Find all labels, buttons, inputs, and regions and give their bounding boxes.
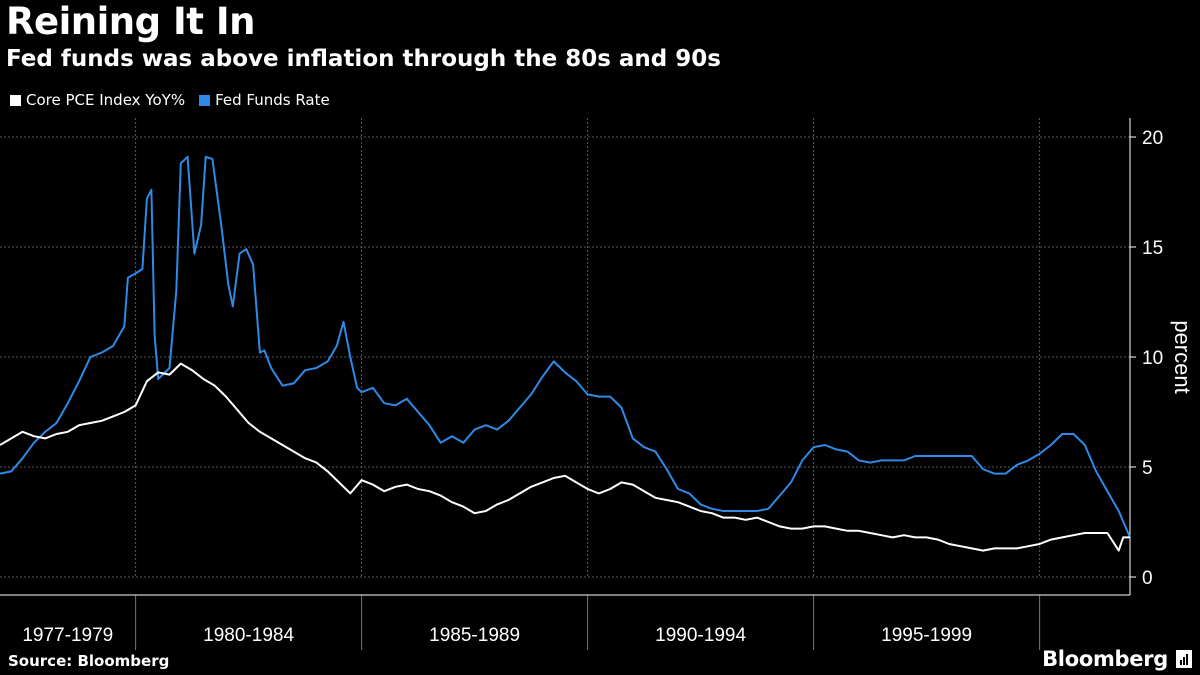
chart-title: Reining It In (6, 0, 255, 43)
legend-label-fed-funds: Fed Funds Rate (215, 91, 330, 109)
source-note: Source: Bloomberg (8, 652, 170, 670)
legend-item-core-pce: Core PCE Index YoY% (10, 91, 185, 109)
x-tick-label: 1977-1979 (22, 625, 113, 646)
legend-item-fed-funds: Fed Funds Rate (199, 91, 330, 109)
x-tick-label: 1995-1999 (881, 625, 972, 646)
y-tick-label: 5 (1142, 458, 1153, 479)
y-tick-label: 10 (1142, 348, 1163, 369)
y-tick-label: 0 (1142, 568, 1153, 589)
series-line-fed-funds (0, 155, 1131, 538)
bloomberg-icon (1176, 650, 1192, 668)
brand-logo: Bloomberg (1042, 647, 1168, 671)
x-tick-label: 1980-1984 (203, 625, 294, 646)
y-axis-label: percent (1170, 320, 1195, 393)
chart-subtitle: Fed funds was above inflation through th… (6, 46, 721, 72)
legend-swatch-core-pce (10, 94, 21, 106)
legend-swatch-fed-funds (199, 94, 211, 106)
y-tick-label: 20 (1142, 128, 1163, 149)
y-tick-label: 15 (1142, 238, 1163, 259)
x-tick-label: 1990-1994 (655, 625, 746, 646)
x-tick-label: 1985-1989 (429, 625, 520, 646)
series-line-core-pce (0, 362, 1130, 552)
legend: Core PCE Index YoY% Fed Funds Rate (10, 91, 330, 109)
legend-label-core-pce: Core PCE Index YoY% (26, 91, 186, 109)
